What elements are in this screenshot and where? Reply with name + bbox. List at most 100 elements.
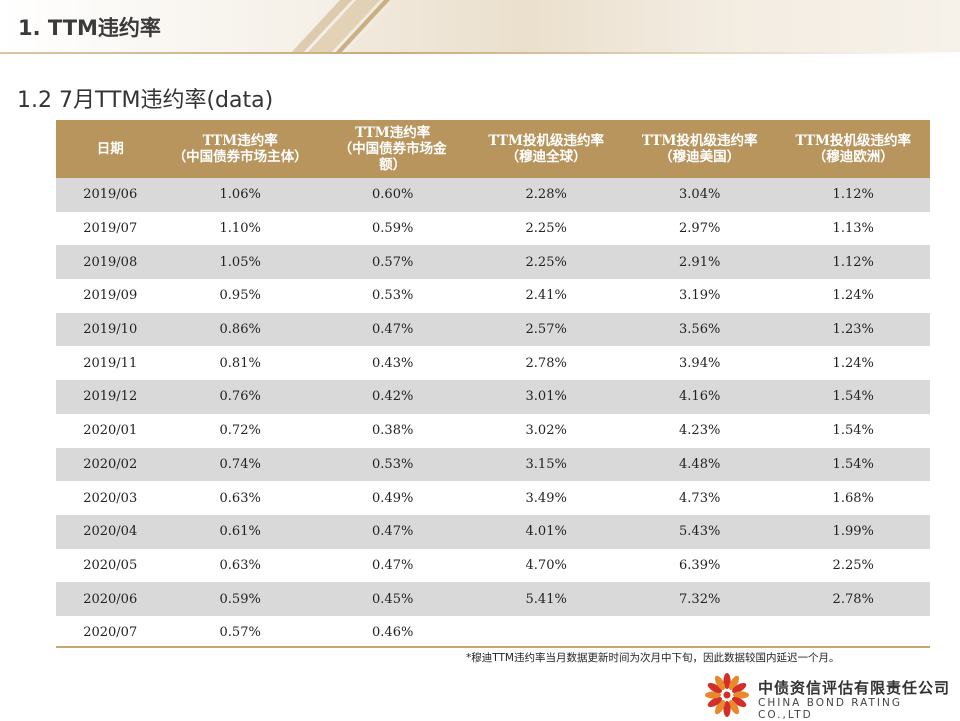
column-header-1: TTM违约率 （中国债券市场主体）	[164, 120, 316, 178]
rate-cell: 0.57%	[315, 245, 470, 280]
rate-cell	[469, 615, 623, 650]
rate-cell: 3.01%	[469, 380, 623, 414]
table-row: 2020/01 0.72% 0.38% 3.02% 4.23% 1.54%	[56, 413, 930, 448]
table-row: 2019/10 0.86% 0.47% 2.57% 3.56% 1.23%	[56, 312, 930, 347]
rate-cell: 0.76%	[164, 380, 316, 414]
company-name-en: CHINA BOND RATING CO.,LTD	[758, 697, 902, 721]
rate-cell: 4.01%	[469, 514, 623, 549]
table-body: 2019/06 1.06% 0.60% 2.28% 3.04% 1.12% 2019/07 1…	[56, 178, 930, 650]
logo-petal	[707, 696, 723, 708]
rate-cell: 4.73%	[622, 481, 777, 515]
rate-cell: 0.47%	[315, 548, 470, 583]
logo-petal	[728, 699, 740, 715]
rate-cell: 0.61%	[164, 514, 316, 549]
logo-petal	[723, 701, 731, 717]
rate-cell: 2.25%	[776, 548, 930, 583]
date-cell: 2019/11	[56, 346, 165, 381]
rate-cell: 3.15%	[469, 447, 623, 482]
rate-cell: 1.68%	[776, 481, 930, 515]
table-row: 2020/06 0.59% 0.45% 5.41% 7.32% 2.78%	[56, 582, 930, 616]
header-banner: 1. TTM违约率	[0, 0, 960, 54]
rate-cell: 2.78%	[469, 346, 623, 381]
rate-cell: 0.59%	[315, 211, 470, 246]
rate-cell: 1.12%	[776, 245, 930, 280]
logo-petal	[707, 682, 723, 694]
rate-cell: 2.41%	[469, 279, 623, 313]
column-header-4: TTM投机级违约率 （穆迪美国）	[622, 120, 777, 178]
date-cell: 2020/02	[56, 447, 165, 482]
table-row: 2019/08 1.05% 0.57% 2.25% 2.91% 1.12%	[56, 245, 930, 280]
banner-decoration	[290, 0, 960, 54]
rate-cell: 2.25%	[469, 211, 623, 246]
table-row: 2020/05 0.63% 0.47% 4.70% 6.39% 2.25%	[56, 548, 930, 583]
table-row: 2020/02 0.74% 0.53% 3.15% 4.48% 1.54%	[56, 447, 930, 482]
rate-cell: 4.48%	[622, 447, 777, 482]
date-cell: 2020/07	[56, 615, 165, 650]
rate-cell: 0.45%	[315, 582, 470, 616]
company-logo	[705, 673, 749, 717]
rate-cell: 3.02%	[469, 413, 623, 448]
rate-cell: 1.06%	[164, 178, 316, 212]
date-cell: 2020/03	[56, 481, 165, 515]
rate-cell: 2.25%	[469, 245, 623, 280]
logo-petal	[714, 699, 726, 715]
table-row: 2020/07 0.57% 0.46%	[56, 615, 930, 650]
date-cell: 2019/10	[56, 312, 165, 347]
date-cell: 2020/01	[56, 413, 165, 448]
rate-cell: 1.12%	[776, 178, 930, 212]
rate-cell: 1.24%	[776, 279, 930, 313]
date-cell: 2019/07	[56, 211, 165, 246]
date-cell: 2020/04	[56, 514, 165, 549]
date-cell: 2019/08	[56, 245, 165, 280]
date-cell: 2019/09	[56, 279, 165, 313]
logo-petal	[728, 675, 740, 691]
rate-cell: 4.70%	[469, 548, 623, 583]
page-subtitle: 1.2 7月TTM违约率(data)	[17, 88, 274, 113]
rate-cell: 1.05%	[164, 245, 316, 280]
rate-cell: 2.78%	[776, 582, 930, 616]
rate-cell: 2.28%	[469, 178, 623, 212]
rate-cell: 0.74%	[164, 447, 316, 482]
rate-cell: 0.63%	[164, 548, 316, 583]
logo-petal	[731, 682, 747, 694]
rate-cell: 2.57%	[469, 312, 623, 347]
rate-cell: 5.43%	[622, 514, 777, 549]
rate-cell: 0.53%	[315, 279, 470, 313]
rate-cell: 0.63%	[164, 481, 316, 515]
rate-cell: 7.32%	[622, 582, 777, 616]
table-row: 2019/07 1.10% 0.59% 2.25% 2.97% 1.13%	[56, 211, 930, 246]
table-bottom-line	[56, 646, 930, 648]
date-cell: 2020/05	[56, 548, 165, 583]
company-name-cn: 中债资信评估有限责任公司	[758, 679, 951, 697]
rate-cell: 0.42%	[315, 380, 470, 414]
rate-cell: 4.23%	[622, 413, 777, 448]
column-header-5: TTM投机级违约率 （穆迪欧洲）	[776, 120, 930, 178]
table-row: 2019/09 0.95% 0.53% 2.41% 3.19% 1.24%	[56, 279, 930, 313]
rate-cell: 0.53%	[315, 447, 470, 482]
rate-cell: 1.54%	[776, 447, 930, 482]
logo-petal	[705, 691, 721, 699]
rate-cell	[622, 615, 777, 650]
logo-petal	[714, 675, 726, 691]
rate-cell: 6.39%	[622, 548, 777, 583]
table-header-row: 日期 TTM违约率 （中国债券市场主体） TTM违约率 （中国债券市场金 额） TTM…	[56, 120, 930, 178]
rate-cell: 0.46%	[315, 615, 470, 650]
table-row: 2019/06 1.06% 0.60% 2.28% 3.04% 1.12%	[56, 178, 930, 212]
rate-cell: 0.60%	[315, 178, 470, 212]
logo-petal	[733, 691, 749, 699]
rate-cell: 0.81%	[164, 346, 316, 381]
rate-cell: 0.47%	[315, 312, 470, 347]
table-row: 2020/04 0.61% 0.47% 4.01% 5.43% 1.99%	[56, 514, 930, 549]
rate-cell: 0.72%	[164, 413, 316, 448]
logo-petal	[723, 673, 731, 689]
rate-cell: 4.16%	[622, 380, 777, 414]
rate-cell: 0.95%	[164, 279, 316, 313]
default-rate-table: 日期 TTM违约率 （中国债券市场主体） TTM违约率 （中国债券市场金 额） TTM…	[56, 120, 930, 650]
rate-cell: 1.54%	[776, 380, 930, 414]
banner-underline	[0, 52, 960, 54]
table-row: 2019/11 0.81% 0.43% 2.78% 3.94% 1.24%	[56, 346, 930, 381]
section-title: 1. TTM违约率	[18, 16, 161, 40]
rate-cell: 1.23%	[776, 312, 930, 347]
rate-cell: 0.59%	[164, 582, 316, 616]
rate-cell: 2.97%	[622, 211, 777, 246]
